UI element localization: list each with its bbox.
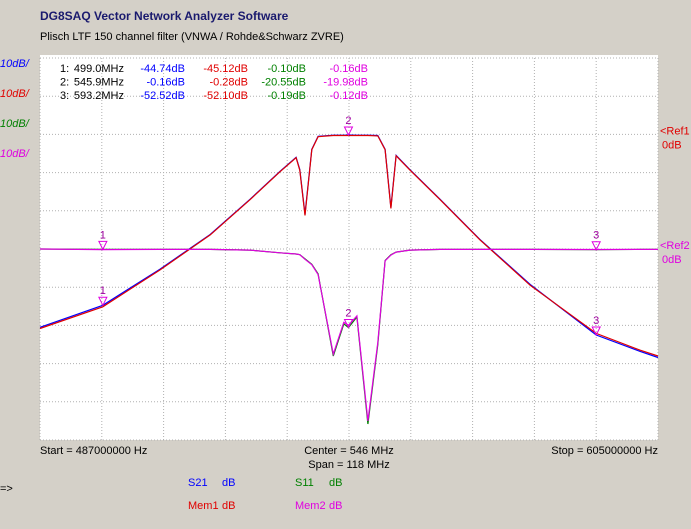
marker-label: 3: [593, 315, 599, 327]
marker-triangle: [591, 326, 602, 337]
scale-label: 10dB/: [0, 148, 30, 160]
marker-triangle: [591, 241, 602, 251]
span-label: Span = 118 MHz: [308, 459, 389, 471]
marker-readout: 2:: [60, 76, 69, 88]
legend-name: Mem1: [188, 500, 219, 512]
prompt: =>: [0, 483, 13, 495]
ref-label: <Ref1: [660, 125, 690, 137]
marker-readout: 3:: [60, 90, 69, 102]
marker-readout: -20.55dB: [261, 76, 306, 88]
marker-label: 1: [100, 229, 106, 241]
marker-triangle: [343, 126, 354, 137]
legend-unit: dB: [222, 477, 235, 489]
marker-readout: 1:: [60, 63, 69, 75]
scale-label: 10dB/: [0, 88, 30, 100]
marker-readout: -44.74dB: [140, 63, 185, 75]
subtitle: Plisch LTF 150 channel filter (VNWA / Ro…: [40, 31, 344, 43]
marker-triangle: [98, 240, 108, 251]
ref-level: 0dB: [662, 139, 682, 151]
legend-unit: dB: [329, 477, 342, 489]
marker-readout: -19.98dB: [323, 76, 368, 88]
legend-name: S21: [188, 477, 208, 489]
legend-unit: dB: [329, 500, 342, 512]
scale-label: 10dB/: [0, 58, 30, 70]
marker-readout: -0.28dB: [209, 76, 248, 88]
ref-level: 0dB: [662, 254, 682, 266]
marker-readout: -0.16dB: [146, 76, 185, 88]
ref-label: <Ref2: [660, 240, 690, 252]
marker-readout: 593.2MHz: [74, 90, 124, 102]
marker-readout: -52.52dB: [140, 90, 185, 102]
scale-label: 10dB/: [0, 118, 30, 130]
marker-triangle: [98, 296, 108, 307]
legend-name: S11: [295, 477, 314, 489]
marker-readout: -0.19dB: [267, 90, 306, 102]
marker-label: 1: [100, 285, 106, 297]
marker-readout: -0.12dB: [329, 90, 368, 102]
marker-label: 2: [345, 307, 351, 319]
marker-readout: 499.0MHz: [74, 63, 124, 75]
marker-readout: 545.9MHz: [74, 76, 124, 88]
legend-name: Mem2: [295, 500, 326, 512]
marker-readout: -0.16dB: [329, 63, 368, 75]
marker-readout: -45.12dB: [203, 63, 248, 75]
marker-readout: -52.10dB: [203, 90, 248, 102]
marker-triangle: [343, 319, 354, 329]
start-label: Start = 487000000 Hz: [40, 445, 147, 457]
legend-unit: dB: [222, 500, 235, 512]
center-label: Center = 546 MHz: [304, 445, 394, 457]
marker-label: 2: [345, 115, 351, 127]
app-title: DG8SAQ Vector Network Analyzer Software: [40, 9, 289, 23]
stop-label: Stop = 605000000 Hz: [551, 445, 658, 457]
trace: [39, 248, 658, 421]
marker-readout: -0.10dB: [267, 63, 306, 75]
marker-label: 3: [593, 230, 599, 242]
